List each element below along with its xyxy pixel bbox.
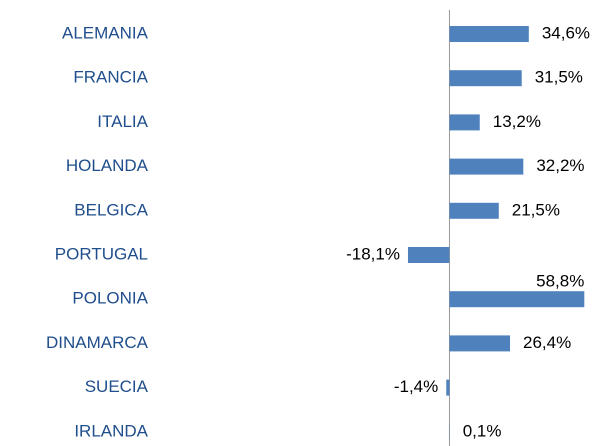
category-label: HOLANDA <box>66 156 149 175</box>
value-label: 34,6% <box>542 23 590 42</box>
category-label: PORTUGAL <box>55 244 148 263</box>
bar <box>449 26 529 42</box>
category-label: IRLANDA <box>74 421 148 440</box>
category-label: BELGICA <box>74 200 148 219</box>
value-label: 58,8% <box>536 272 584 291</box>
bar <box>449 202 499 219</box>
category-label: ITALIA <box>97 112 148 131</box>
bar <box>449 114 480 131</box>
value-label: 32,2% <box>536 156 584 175</box>
bar <box>449 335 511 352</box>
category-label: ALEMANIA <box>62 23 149 42</box>
bar <box>449 291 585 308</box>
value-label: 13,2% <box>493 112 541 131</box>
category-label: SUECIA <box>85 377 149 396</box>
value-label: 21,5% <box>512 200 560 219</box>
value-label: 26,4% <box>523 333 571 352</box>
category-label: FRANCIA <box>73 68 148 87</box>
category-label: DINAMARCA <box>46 333 149 352</box>
value-label: -18,1% <box>346 244 400 263</box>
bar <box>449 158 524 175</box>
value-label: 31,5% <box>535 68 583 87</box>
value-label: 0,1% <box>463 421 502 440</box>
bar <box>407 247 450 263</box>
value-label: -1,4% <box>394 377 438 396</box>
bar <box>449 70 522 87</box>
category-label: POLONIA <box>72 289 148 308</box>
bar <box>446 379 450 396</box>
